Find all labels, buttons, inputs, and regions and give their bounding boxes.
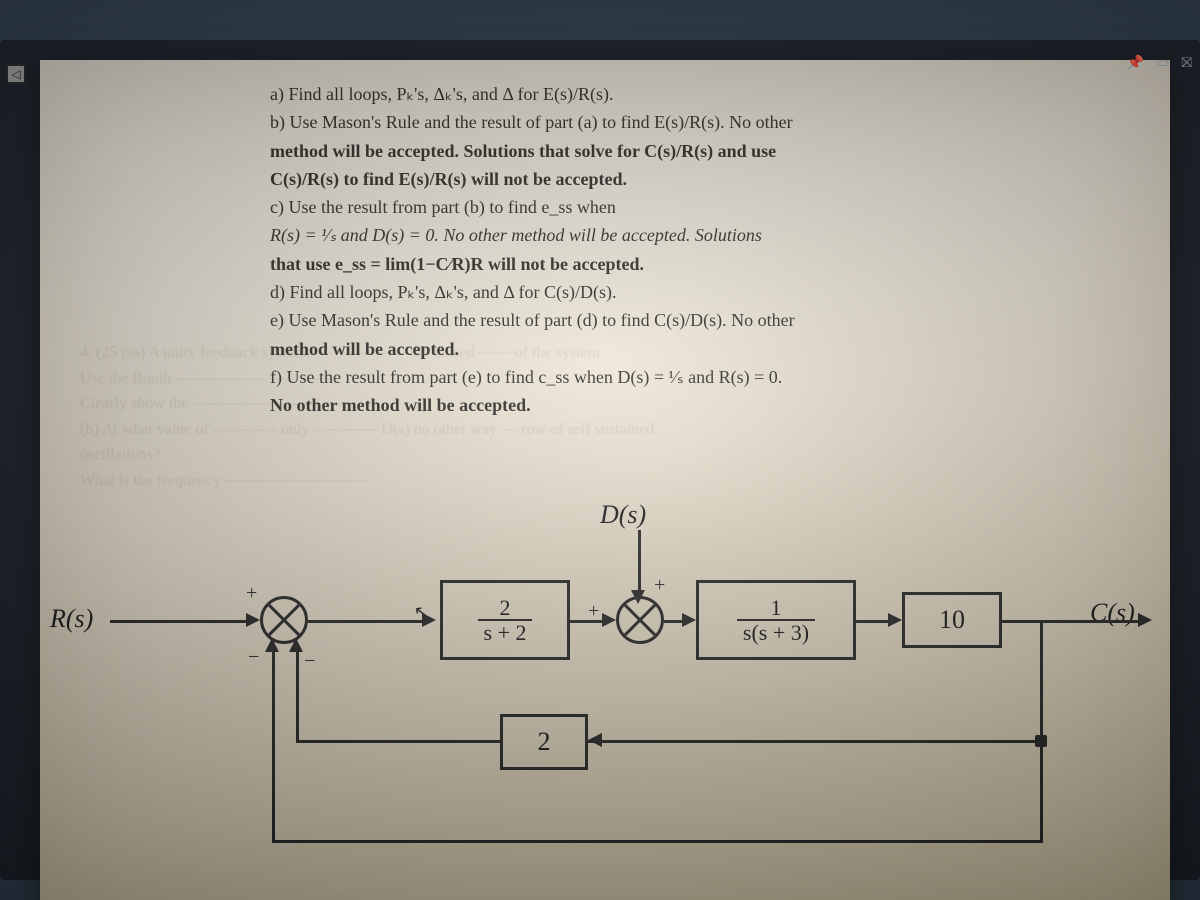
close-icon[interactable]: ⛝	[1181, 54, 1192, 71]
line-fb-inner-h	[588, 740, 1043, 743]
line-b2-b3	[856, 620, 892, 623]
line-fb-inner-h2	[296, 740, 500, 743]
line-fb-outer-v	[272, 648, 275, 843]
sign-sum1-minus-b: −	[304, 650, 315, 673]
pin-icon[interactable]: 📌	[1127, 54, 1144, 71]
block-g2-den: s(s + 3)	[737, 619, 815, 644]
block-g2: 1 s(s + 3)	[696, 580, 856, 660]
label-D: D(s)	[600, 500, 646, 530]
item-c-2: R(s) = ¹⁄ₛ and D(s) = 0. No other method…	[270, 223, 990, 247]
block-g3: 10	[902, 592, 1002, 648]
line-r-in	[110, 620, 250, 623]
block-g1-den: s + 2	[478, 619, 533, 644]
item-a: a) Find all loops, Pₖ's, Δₖ's, and Δ for…	[270, 82, 990, 106]
arrow-out	[1138, 613, 1152, 627]
arrow-fb-inner-up	[289, 638, 303, 652]
arrow-b2-b3	[888, 613, 902, 627]
item-b-2: method will be accepted. Solutions that …	[270, 139, 990, 163]
worksheet-paper: 4. (25 pts) A unity feedback system ————…	[40, 60, 1170, 900]
arrow-fb-into-h1	[588, 733, 602, 747]
sign-sum1-minus-a: −	[248, 646, 259, 669]
item-c-3: that use e_ss = lim(1−C⁄R)R will not be …	[270, 252, 990, 276]
line-s1-b1	[308, 620, 426, 623]
item-d: d) Find all loops, Pₖ's, Δₖ's, and Δ for…	[270, 280, 990, 304]
window-controls: 📌 ▭ ⛝	[1127, 54, 1192, 71]
item-f-1: f) Use the result from part (e) to find …	[270, 365, 990, 389]
block-h1-val: 2	[538, 727, 551, 757]
label-C: C(s)	[1090, 598, 1135, 628]
line-fb-outer-h	[272, 840, 1043, 843]
question-list: a) Find all loops, Pₖ's, Δₖ's, and Δ for…	[270, 82, 990, 422]
minimize-icon[interactable]: ▭	[1156, 54, 1169, 71]
item-e-1: e) Use Mason's Rule and the result of pa…	[270, 308, 990, 332]
sign-sum2-left: +	[588, 600, 599, 623]
arrow-s2-b2	[682, 613, 696, 627]
line-takeoff-down	[1040, 620, 1043, 840]
arrow-fb-outer-up	[265, 638, 279, 652]
item-c-1: c) Use the result from part (b) to find …	[270, 195, 990, 219]
item-b-1: b) Use Mason's Rule and the result of pa…	[270, 110, 990, 134]
item-f-2: No other method will be accepted.	[270, 393, 990, 417]
block-g1: 2 s + 2	[440, 580, 570, 660]
block-diagram: R(s) C(s) D(s) + − − ↖ 2 s + 2 +	[60, 500, 1150, 880]
line-out	[1002, 620, 1142, 623]
takeoff-node-icon	[1035, 735, 1047, 747]
mouse-cursor-icon: ↖	[413, 601, 431, 624]
arrow-r-in	[246, 613, 260, 627]
block-g3-val: 10	[939, 605, 965, 635]
line-d-in	[638, 530, 641, 594]
item-b-3: C(s)/R(s) to find E(s)/R(s) will not be …	[270, 167, 990, 191]
sum-junction-1	[260, 596, 308, 644]
sign-sum2-top: +	[654, 574, 665, 597]
arrow-d-in	[631, 590, 645, 604]
item-e-2: method will be accepted.	[270, 337, 990, 361]
block-g1-num: 2	[494, 596, 517, 619]
nav-prev-icon[interactable]: ◁	[6, 64, 26, 84]
label-R: R(s)	[50, 604, 93, 634]
sign-sum1-plus: +	[246, 582, 257, 605]
block-h1: 2	[500, 714, 588, 770]
block-g2-num: 1	[765, 596, 788, 619]
line-fb-inner-v	[296, 648, 299, 743]
arrow-b1-s2	[602, 613, 616, 627]
